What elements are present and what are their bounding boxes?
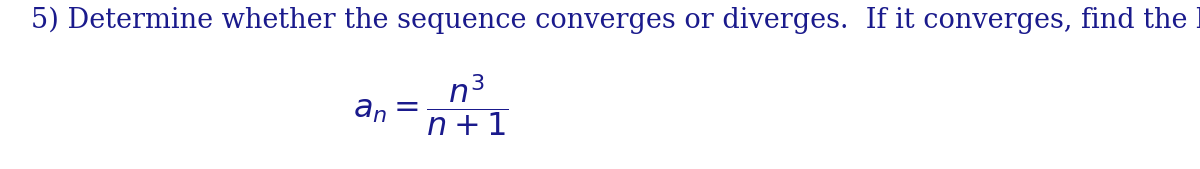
Text: 5) Determine whether the sequence converges or diverges.  If it converges, find : 5) Determine whether the sequence conver… xyxy=(31,6,1200,34)
Text: $a_n = \dfrac{n^3}{n+1}$: $a_n = \dfrac{n^3}{n+1}$ xyxy=(353,72,509,138)
